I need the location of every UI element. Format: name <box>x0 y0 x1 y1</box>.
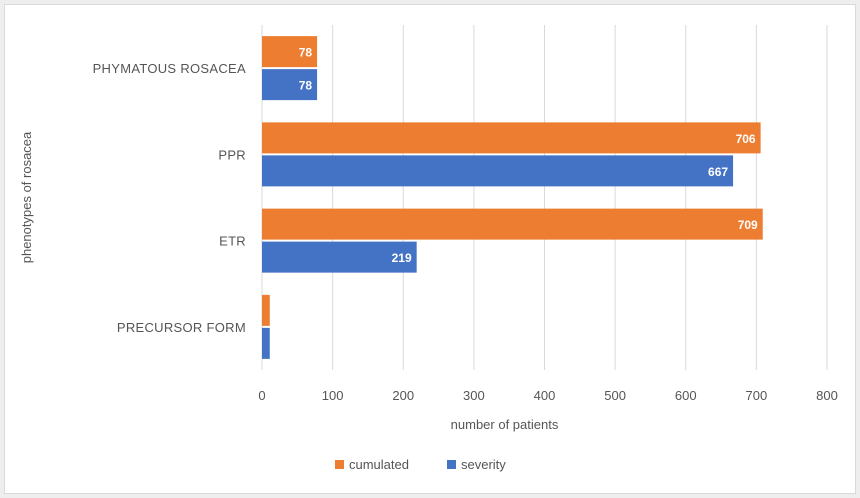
data-label: 11 <box>273 304 286 318</box>
category-label: PPR <box>218 147 246 162</box>
category-label: ETR <box>219 234 246 249</box>
x-tick-label: 0 <box>258 388 265 403</box>
legend-swatch-severity <box>447 460 456 469</box>
legend-label-severity: severity <box>461 457 506 472</box>
gridlines <box>261 25 828 370</box>
data-label: 219 <box>392 251 412 265</box>
legend-swatch-cumulated <box>335 460 344 469</box>
data-label: 667 <box>708 165 728 179</box>
x-axis-title: number of patients <box>451 417 559 432</box>
data-label: 78 <box>299 79 313 93</box>
x-tick-label: 400 <box>534 388 556 403</box>
bar-cumulated <box>262 208 763 240</box>
x-tick-label: 800 <box>816 388 838 403</box>
category-label: PHYMATOUS ROSACEA <box>93 61 246 76</box>
x-tick-labels: 0 100 200 300 400 500 600 700 800 <box>258 388 837 403</box>
category-label: PRECURSOR FORM <box>117 320 246 335</box>
x-tick-label: 500 <box>604 388 626 403</box>
bar-chart: 11 11 709 219 706 667 78 78 PRECURSOR FORM ETR PP… <box>19 25 838 472</box>
x-tick-label: 300 <box>463 388 485 403</box>
bar-cumulated <box>262 36 318 68</box>
x-tick-label: 700 <box>746 388 768 403</box>
category-labels: PRECURSOR FORM ETR PPR PHYMATOUS ROSACEA <box>93 61 246 335</box>
data-label: 709 <box>738 218 758 232</box>
bars: 11 11 709 219 706 667 78 78 <box>262 36 763 359</box>
legend: cumulated severity <box>335 457 506 472</box>
bar-cumulated <box>262 122 761 154</box>
x-tick-label: 100 <box>322 388 344 403</box>
bar-severity <box>262 69 318 101</box>
data-label: 706 <box>736 132 756 146</box>
data-label: 11 <box>273 337 286 351</box>
bar-severity <box>262 327 270 359</box>
bar-cumulated <box>262 294 270 326</box>
data-label: 78 <box>299 46 313 60</box>
y-axis-title: phenotypes of rosacea <box>19 131 34 263</box>
bar-severity <box>262 155 734 187</box>
x-tick-label: 200 <box>392 388 414 403</box>
legend-label-cumulated: cumulated <box>349 457 409 472</box>
chart-container: 11 11 709 219 706 667 78 78 PRECURSOR FORM ETR PP… <box>4 4 856 494</box>
bar-severity <box>262 241 417 273</box>
x-tick-label: 600 <box>675 388 697 403</box>
